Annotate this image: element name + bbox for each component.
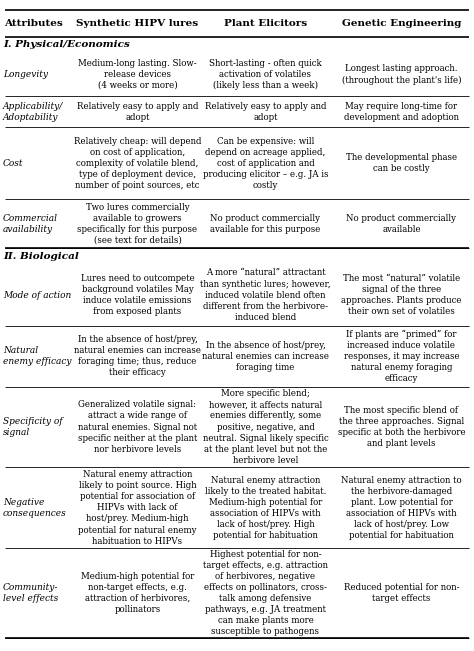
Text: Natural enemy attraction
likely to the treated habitat.
Medium-high potential fo: Natural enemy attraction likely to the t… (205, 476, 326, 540)
Text: If plants are “primed” for
increased induce volatile
responses, it may increase
: If plants are “primed” for increased ind… (344, 329, 459, 383)
Text: I. Physical/Economics: I. Physical/Economics (3, 40, 130, 49)
Text: Relatively easy to apply and
adopt: Relatively easy to apply and adopt (77, 102, 198, 122)
Text: The most “natural” volatile
signal of the three
approaches. Plants produce
their: The most “natural” volatile signal of th… (341, 274, 462, 316)
Text: Cost: Cost (3, 159, 24, 168)
Text: Reduced potential for non-
target effects: Reduced potential for non- target effect… (344, 583, 459, 603)
Text: Generalized volatile signal:
attract a wide range of
natural enemies. Signal not: Generalized volatile signal: attract a w… (78, 400, 197, 454)
Text: Specificity of
signal: Specificity of signal (3, 417, 63, 437)
Text: Two lures commercially
available to growers
specifically for this purpose
(see t: Two lures commercially available to grow… (77, 202, 198, 245)
Text: In the absence of host/prey,
natural enemies can increase
foraging time; thus, r: In the absence of host/prey, natural ene… (74, 335, 201, 378)
Text: Medium-high potential for
non-target effects, e.g.
attraction of herbivores,
pol: Medium-high potential for non-target eff… (81, 572, 194, 615)
Text: A more “natural” attractant
than synthetic lures; however,
induced volatile blen: A more “natural” attractant than synthet… (200, 268, 331, 322)
Text: Longest lasting approach.
(throughout the plant's life): Longest lasting approach. (throughout th… (342, 64, 461, 85)
Text: No product commercially
available for this purpose: No product commercially available for th… (210, 214, 320, 234)
Text: Medium-long lasting. Slow-
release devices
(4 weeks or more): Medium-long lasting. Slow- release devic… (78, 59, 197, 90)
Text: In the absence of host/prey,
natural enemies can increase
foraging time: In the absence of host/prey, natural ene… (202, 340, 329, 372)
Text: Natural
enemy efficacy: Natural enemy efficacy (3, 346, 72, 367)
Text: Relatively easy to apply and
adopt: Relatively easy to apply and adopt (205, 102, 326, 122)
Text: The developmental phase
can be costly: The developmental phase can be costly (346, 153, 457, 173)
Text: Natural enemy attraction
likely to point source. High
potential for association : Natural enemy attraction likely to point… (78, 470, 197, 546)
Text: Relatively cheap: will depend
on cost of application,
complexity of volatile ble: Relatively cheap: will depend on cost of… (74, 137, 201, 190)
Text: Negative
consequences: Negative consequences (3, 498, 67, 518)
Text: May require long-time for
development and adoption: May require long-time for development an… (344, 102, 459, 122)
Text: Applicability/
Adoptability: Applicability/ Adoptability (3, 102, 63, 122)
Text: Plant Elicitors: Plant Elicitors (224, 19, 307, 28)
Text: Attributes: Attributes (4, 19, 63, 28)
Text: Commercial
availability: Commercial availability (3, 214, 58, 234)
Text: More specific blend;
however, it affects natural
enemies differently, some
posit: More specific blend; however, it affects… (202, 389, 328, 465)
Text: Lures need to outcompete
background volatiles May
induce volatile emissions
from: Lures need to outcompete background vola… (81, 274, 194, 316)
Text: Short-lasting - often quick
activation of volatiles
(likely less than a week): Short-lasting - often quick activation o… (209, 59, 322, 90)
Text: Can be expensive: will
depend on acreage applied,
cost of application and
produc: Can be expensive: will depend on acreage… (203, 137, 328, 190)
Text: Longevity: Longevity (3, 70, 48, 79)
Text: The most specific blend of
the three approaches. Signal
specific at both the her: The most specific blend of the three app… (337, 406, 465, 449)
Text: Genetic Engineering: Genetic Engineering (342, 19, 461, 28)
Text: Highest potential for non-
target effects, e.g. attraction
of herbivores, negati: Highest potential for non- target effect… (203, 549, 328, 637)
Text: II. Biological: II. Biological (3, 252, 79, 261)
Text: Community-
level effects: Community- level effects (3, 583, 58, 603)
Text: No product commercially
available: No product commercially available (346, 214, 456, 234)
Text: Synthetic HIPV lures: Synthetic HIPV lures (76, 19, 199, 28)
Text: Natural enemy attraction to
the herbivore-damaged
plant. Low potential for
assoc: Natural enemy attraction to the herbivor… (341, 476, 462, 540)
Text: Mode of action: Mode of action (3, 290, 71, 299)
